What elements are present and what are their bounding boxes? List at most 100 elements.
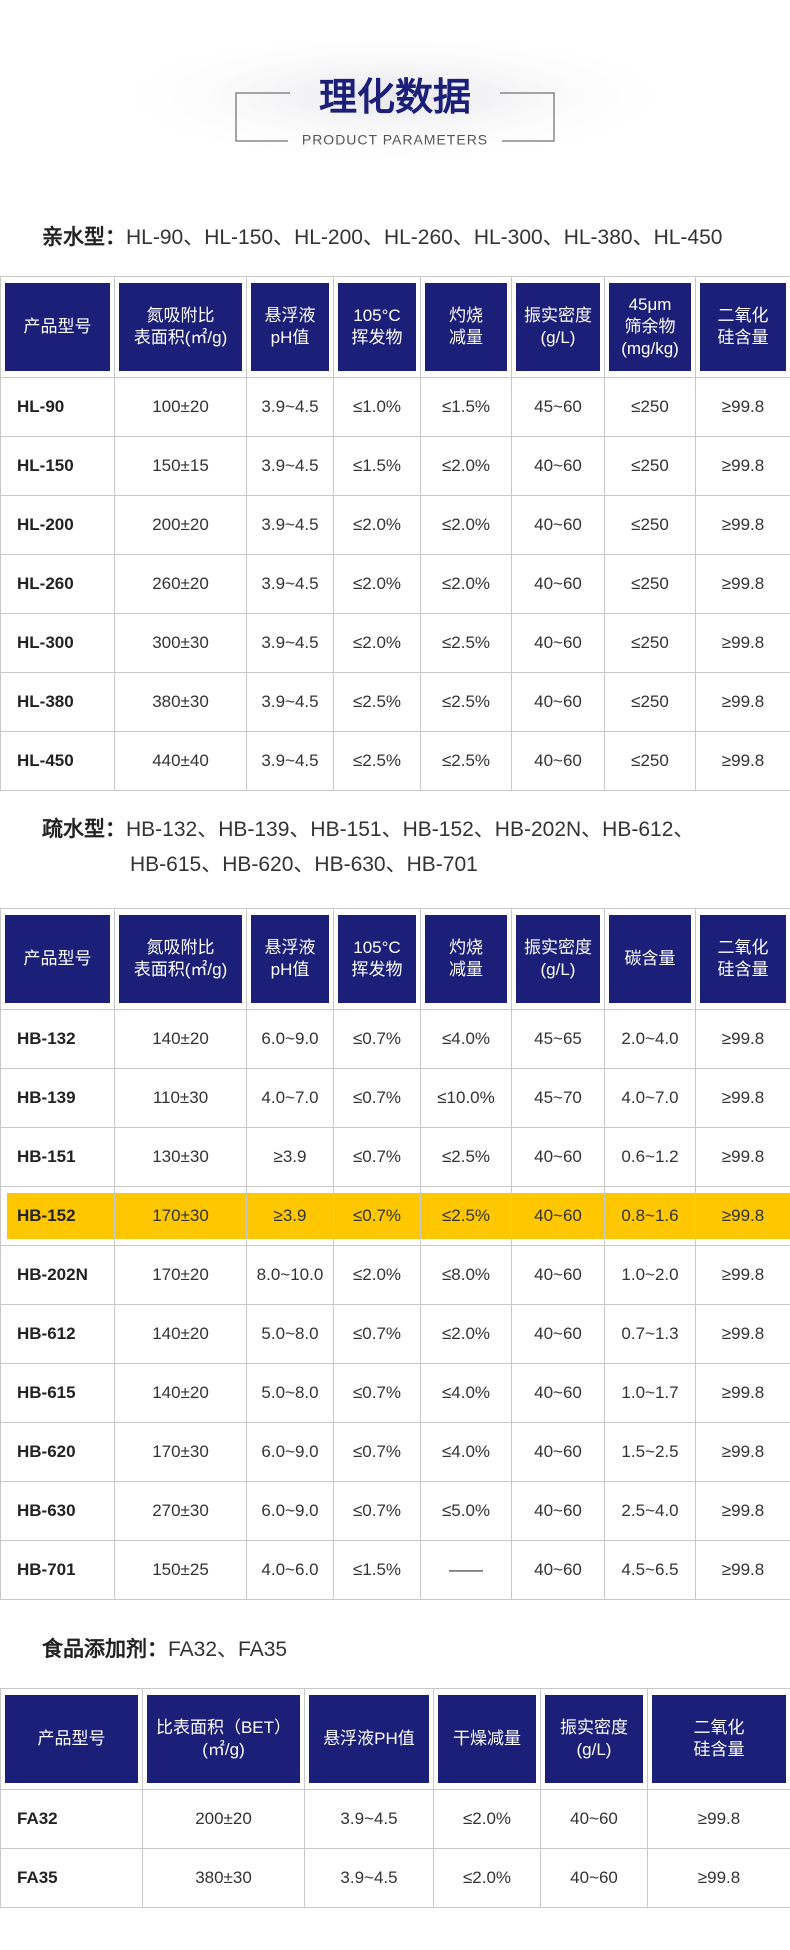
cell: ≥99.8 xyxy=(647,1789,790,1849)
section-items: HB-132、HB-139、HB-151、HB-152、HB-202N、HB-6… xyxy=(126,818,695,841)
cell: 40~60 xyxy=(511,1127,605,1187)
header-row: 产品型号 氮吸附比 表面积(㎡/g) 悬浮液 pH值 105°C 挥发物 灼烧 减量 振实密度 (g… xyxy=(0,908,790,1010)
model-cell: HB-615 xyxy=(0,1363,115,1423)
cell: ≥99.8 xyxy=(695,1127,790,1187)
header-cell: 二氧化 硅含量 xyxy=(647,1688,790,1790)
cell: ≤1.5% xyxy=(333,1540,421,1600)
cell: ≥99.8 xyxy=(695,731,790,791)
cell: ≥99.8 xyxy=(695,1009,790,1069)
cell: ≤2.0% xyxy=(420,554,512,614)
cell: ≥99.8 xyxy=(695,1068,790,1128)
data-row: HB-612 140±20 5.0~8.0 ≤0.7% ≤2.0% 40~60 0.7~1.… xyxy=(0,1304,790,1364)
cell: 3.9~4.5 xyxy=(304,1848,434,1908)
header-cell: 灼烧 减量 xyxy=(420,276,512,378)
header-text: 振实密度 xyxy=(524,938,592,957)
header-cell: 产品型号 xyxy=(0,908,115,1010)
header-text: 45μm xyxy=(628,295,672,314)
data-row: HL-90 100±20 3.9~4.5 ≤1.0% ≤1.5% 45~60 ≤250 ≥99… xyxy=(0,377,790,437)
cell: 1.0~2.0 xyxy=(604,1245,696,1305)
cell: ≤10.0% xyxy=(420,1068,512,1128)
cell: 440±40 xyxy=(114,731,247,791)
cell: ≥3.9 xyxy=(246,1127,334,1187)
cell: ≥99.8 xyxy=(695,554,790,614)
cell: 3.9~4.5 xyxy=(246,613,334,673)
model-cell: HL-200 xyxy=(0,495,115,555)
cell: 0.8~1.6 xyxy=(604,1186,696,1246)
header-text: pH值 xyxy=(270,328,310,347)
model-cell: HL-150 xyxy=(0,436,115,496)
header-text: 产品型号 xyxy=(23,317,92,336)
cell: 1.0~1.7 xyxy=(604,1363,696,1423)
section-type: 亲水型： xyxy=(42,226,126,249)
header-text: pH值 xyxy=(270,960,310,979)
cell: ≤2.5% xyxy=(420,613,512,673)
model-cell: HB-152 xyxy=(0,1186,115,1246)
cell: ≤2.0% xyxy=(333,613,421,673)
header-text: 二氧化 xyxy=(717,938,769,957)
cell: 40~60 xyxy=(511,436,605,496)
cell: 0.7~1.3 xyxy=(604,1304,696,1364)
header-box: 碳含量 xyxy=(609,915,691,1003)
spec-table: 产品型号 比表面积（BET） (㎡/g) 悬浮液PH值 干燥减量 振实密度 (g/L) 二氧化… xyxy=(0,1688,790,1908)
section-type: 食品添加剂： xyxy=(42,1638,168,1661)
data-row: HB-139 110±30 4.0~7.0 ≤0.7% ≤10.0% 45~70 4.0~7… xyxy=(0,1068,790,1128)
cell: 3.9~4.5 xyxy=(246,672,334,732)
section-type: 疏水型： xyxy=(42,818,126,841)
section-label: 疏水型：HB-132、HB-139、HB-151、HB-152、HB-202N、… xyxy=(42,812,694,882)
cell: 3.9~4.5 xyxy=(246,495,334,555)
cell: ≤250 xyxy=(604,377,696,437)
header-text: 表面积(㎡/g) xyxy=(133,960,228,979)
cell: 40~60 xyxy=(511,1481,605,1541)
header-cell: 比表面积（BET） (㎡/g) xyxy=(142,1688,305,1790)
cell: 40~60 xyxy=(511,1363,605,1423)
cell: 140±20 xyxy=(114,1363,247,1423)
header-box: 氮吸附比 表面积(㎡/g) xyxy=(119,283,242,371)
cell: ≤2.5% xyxy=(420,672,512,732)
cell: 5.0~8.0 xyxy=(246,1363,334,1423)
cell: ≤250 xyxy=(604,495,696,555)
header-cell: 振实密度 (g/L) xyxy=(540,1688,648,1790)
model-cell: FA32 xyxy=(0,1789,143,1849)
cell: 3.9~4.5 xyxy=(246,554,334,614)
header-text: 挥发物 xyxy=(351,328,403,347)
header-cell: 氮吸附比 表面积(㎡/g) xyxy=(114,276,247,378)
cell: ≤2.5% xyxy=(333,672,421,732)
cell: ≤0.7% xyxy=(333,1009,421,1069)
cell: 110±30 xyxy=(114,1068,247,1128)
data-row: HB-152 170±30 ≥3.9 ≤0.7% ≤2.5% 40~60 0.8~1.6 ≥9… xyxy=(0,1186,790,1246)
cell: 3.9~4.5 xyxy=(246,731,334,791)
cell: 40~60 xyxy=(511,1304,605,1364)
data-row: HB-132 140±20 6.0~9.0 ≤0.7% ≤4.0% 45~65 2.0~4.… xyxy=(0,1009,790,1069)
model-cell: HB-132 xyxy=(0,1009,115,1069)
header-text: 105°C xyxy=(353,306,401,325)
header-text: 减量 xyxy=(449,328,483,347)
cell: ≥99.8 xyxy=(695,613,790,673)
section-label: 食品添加剂：FA32、FA35 xyxy=(42,1632,287,1667)
cell: 270±30 xyxy=(114,1481,247,1541)
model-cell: HB-151 xyxy=(0,1127,115,1187)
cell: ≥99.8 xyxy=(695,436,790,496)
header-cell: 45μm 筛余物 (mg/kg) xyxy=(604,276,696,378)
cell: ≤1.5% xyxy=(420,377,512,437)
cell: ≤0.7% xyxy=(333,1422,421,1482)
cell: ≥99.8 xyxy=(695,1186,790,1246)
cell: 200±20 xyxy=(114,495,247,555)
header-box: 悬浮液PH值 xyxy=(309,1695,429,1783)
header-box: 105°C 挥发物 xyxy=(338,915,416,1003)
data-row: HL-300 300±30 3.9~4.5 ≤2.0% ≤2.5% 40~60 ≤250 ≥9… xyxy=(0,613,790,673)
cell: 4.0~7.0 xyxy=(604,1068,696,1128)
header: 理化数据 PRODUCT PARAMETERS xyxy=(95,40,695,180)
cell: 45~65 xyxy=(511,1009,605,1069)
cell: 140±20 xyxy=(114,1009,247,1069)
label-line: 食品添加剂：FA32、FA35 xyxy=(42,1632,287,1667)
header-text: 比表面积（BET） xyxy=(155,1718,292,1737)
cell: ≤0.7% xyxy=(333,1127,421,1187)
header-box: 45μm 筛余物 (mg/kg) xyxy=(609,283,691,371)
header-text: 二氧化 xyxy=(717,306,769,325)
header-row: 产品型号 氮吸附比 表面积(㎡/g) 悬浮液 pH值 105°C 挥发物 灼烧 减量 振实密度 (g… xyxy=(0,276,790,378)
model-cell: HL-450 xyxy=(0,731,115,791)
header-text: 硅含量 xyxy=(717,328,769,347)
cell: ≤2.0% xyxy=(433,1848,541,1908)
header-box: 悬浮液 pH值 xyxy=(251,915,329,1003)
model-cell: HB-202N xyxy=(0,1245,115,1305)
